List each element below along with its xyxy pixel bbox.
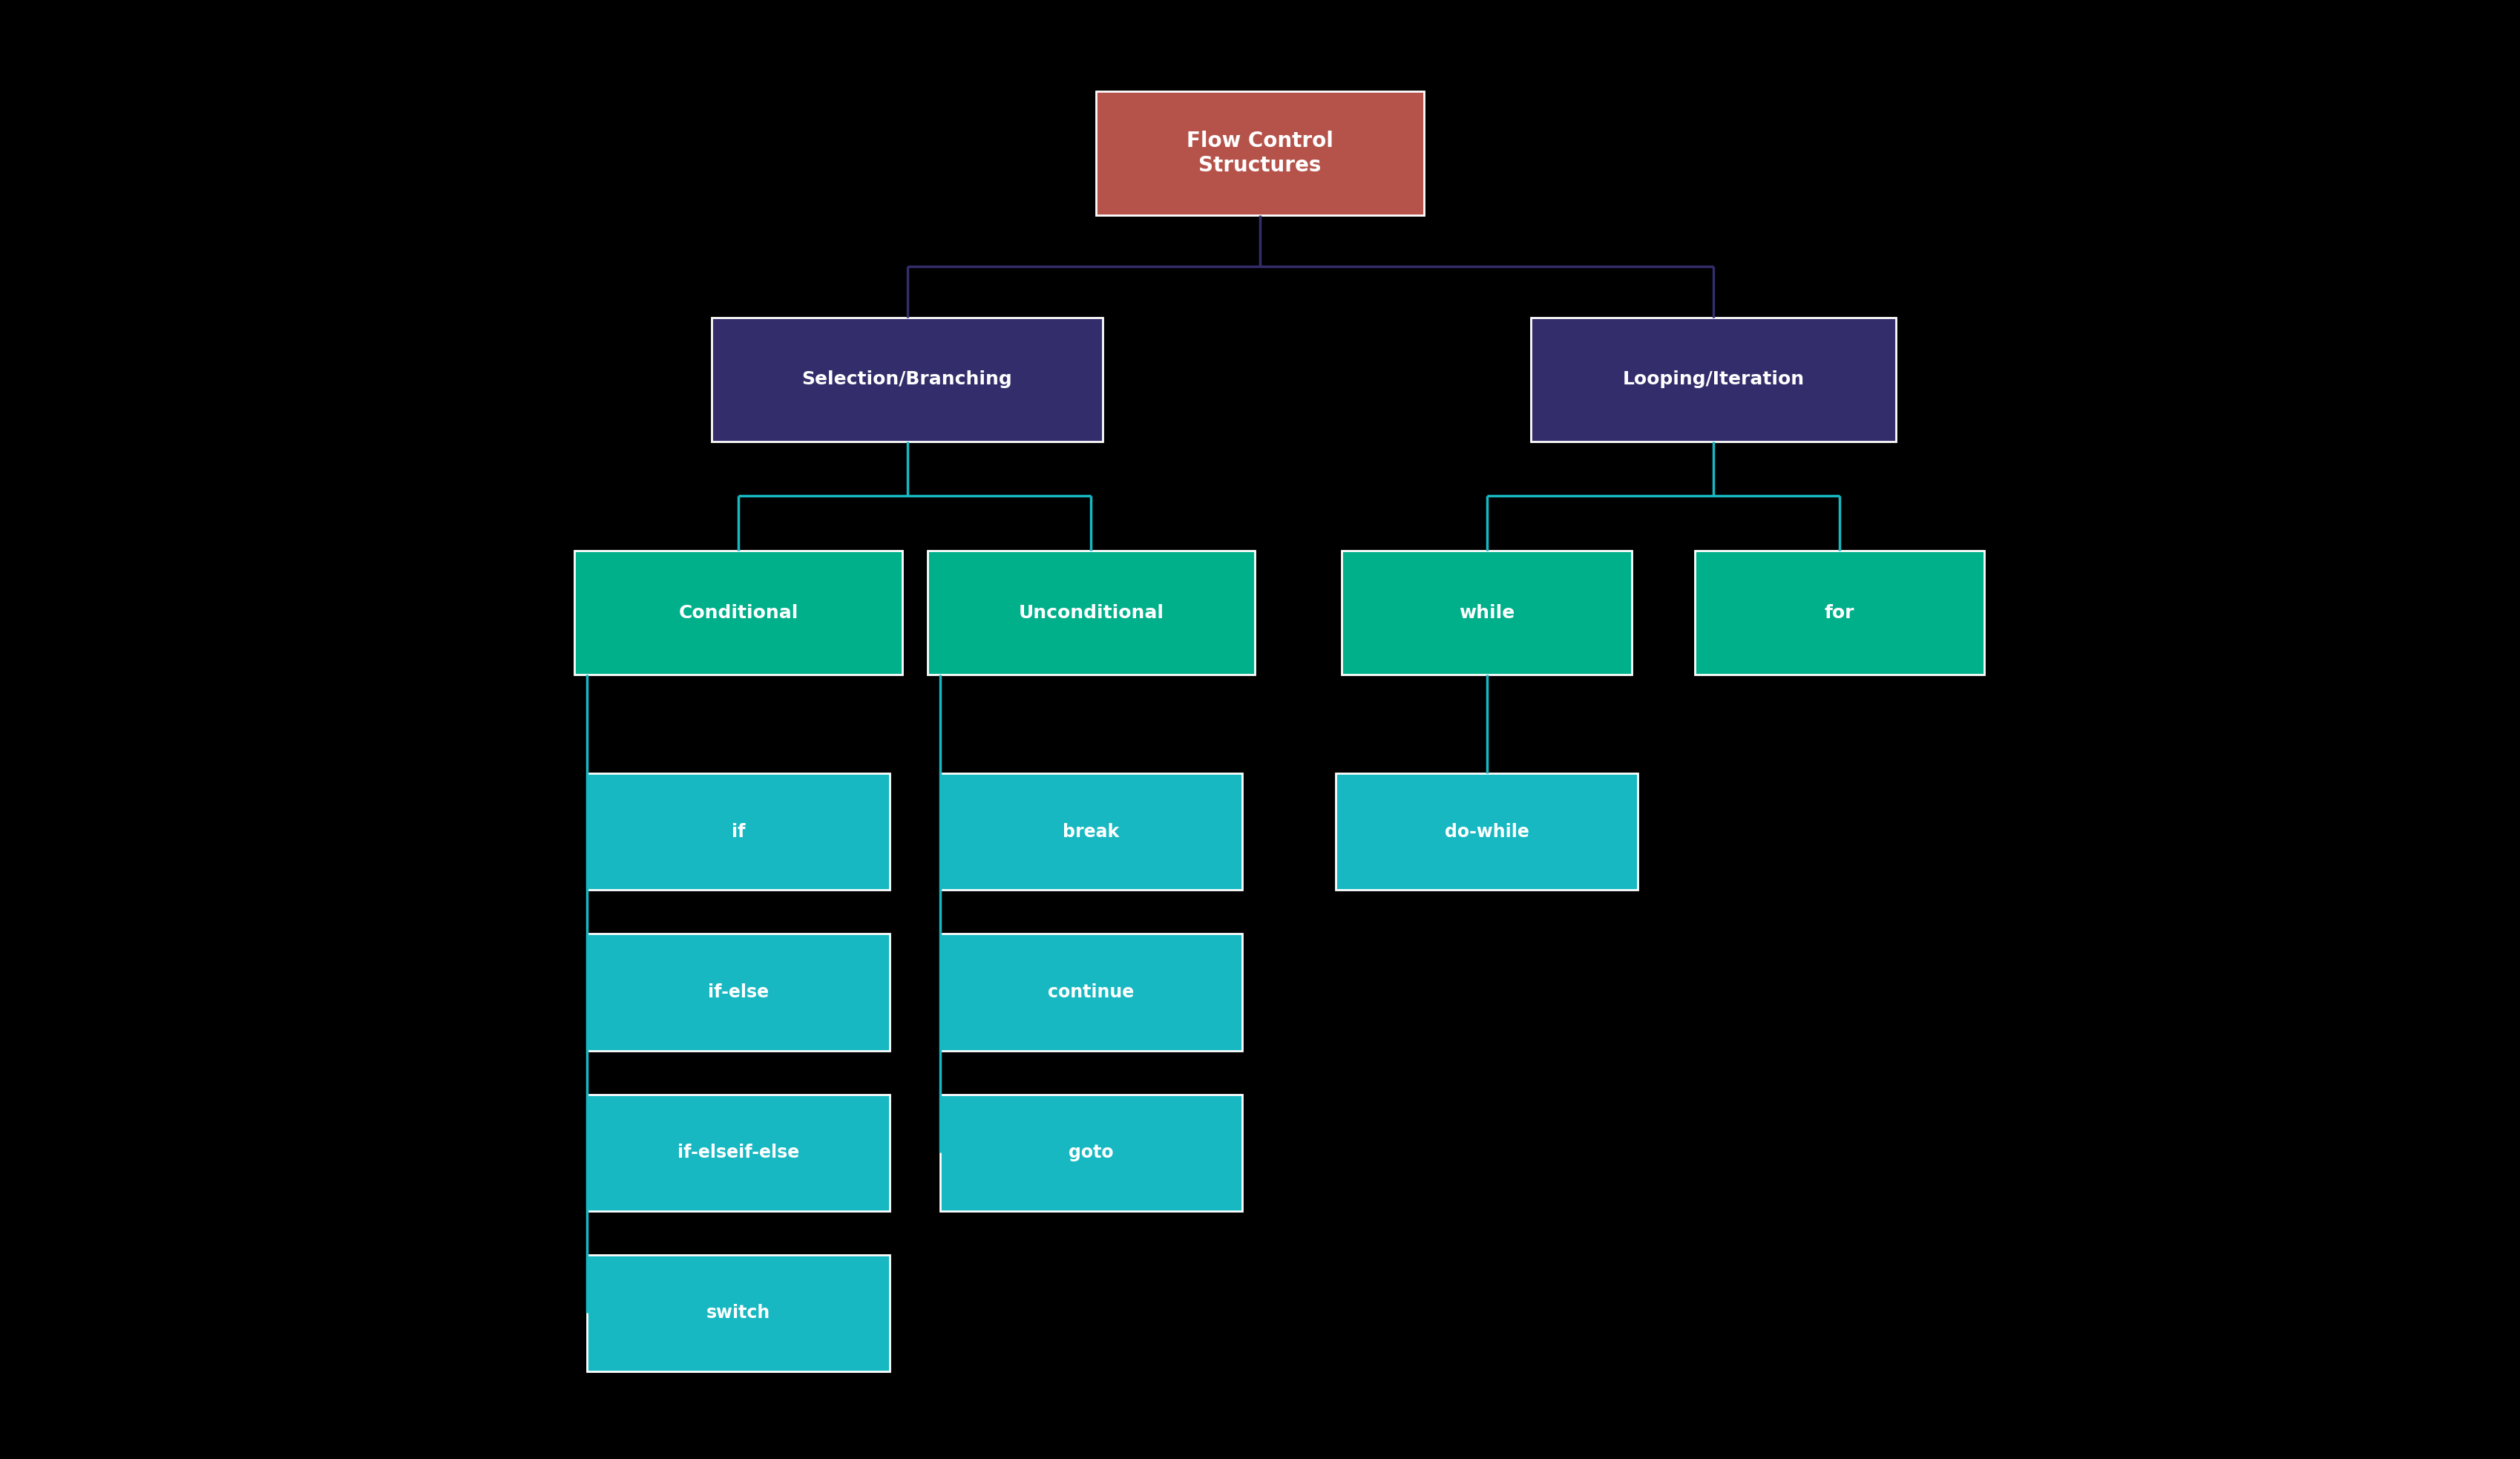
- FancyBboxPatch shape: [927, 552, 1255, 674]
- Text: do-while: do-while: [1444, 823, 1530, 840]
- Text: if-else: if-else: [708, 983, 769, 1001]
- FancyBboxPatch shape: [1341, 552, 1633, 674]
- FancyBboxPatch shape: [587, 773, 890, 890]
- FancyBboxPatch shape: [1693, 552, 1983, 674]
- Text: Conditional: Conditional: [678, 604, 799, 622]
- FancyBboxPatch shape: [940, 934, 1242, 1050]
- Text: goto: goto: [1068, 1144, 1114, 1161]
- FancyBboxPatch shape: [587, 1255, 890, 1371]
- Text: while: while: [1459, 604, 1515, 622]
- Text: Flow Control
Structures: Flow Control Structures: [1187, 131, 1333, 175]
- Text: if: if: [731, 823, 746, 840]
- FancyBboxPatch shape: [1096, 90, 1424, 214]
- Text: Selection/Branching: Selection/Branching: [801, 371, 1013, 388]
- Text: for: for: [1824, 604, 1855, 622]
- Text: Unconditional: Unconditional: [1018, 604, 1164, 622]
- Text: if-elseif-else: if-elseif-else: [678, 1144, 799, 1161]
- FancyBboxPatch shape: [587, 1094, 890, 1211]
- FancyBboxPatch shape: [575, 552, 902, 674]
- FancyBboxPatch shape: [1532, 318, 1898, 441]
- Text: break: break: [1063, 823, 1119, 840]
- FancyBboxPatch shape: [940, 1094, 1242, 1211]
- FancyBboxPatch shape: [940, 773, 1242, 890]
- Text: Looping/Iteration: Looping/Iteration: [1623, 371, 1804, 388]
- FancyBboxPatch shape: [587, 934, 890, 1050]
- FancyBboxPatch shape: [1336, 773, 1638, 890]
- Text: switch: switch: [706, 1304, 771, 1322]
- Text: continue: continue: [1048, 983, 1134, 1001]
- FancyBboxPatch shape: [711, 318, 1101, 441]
